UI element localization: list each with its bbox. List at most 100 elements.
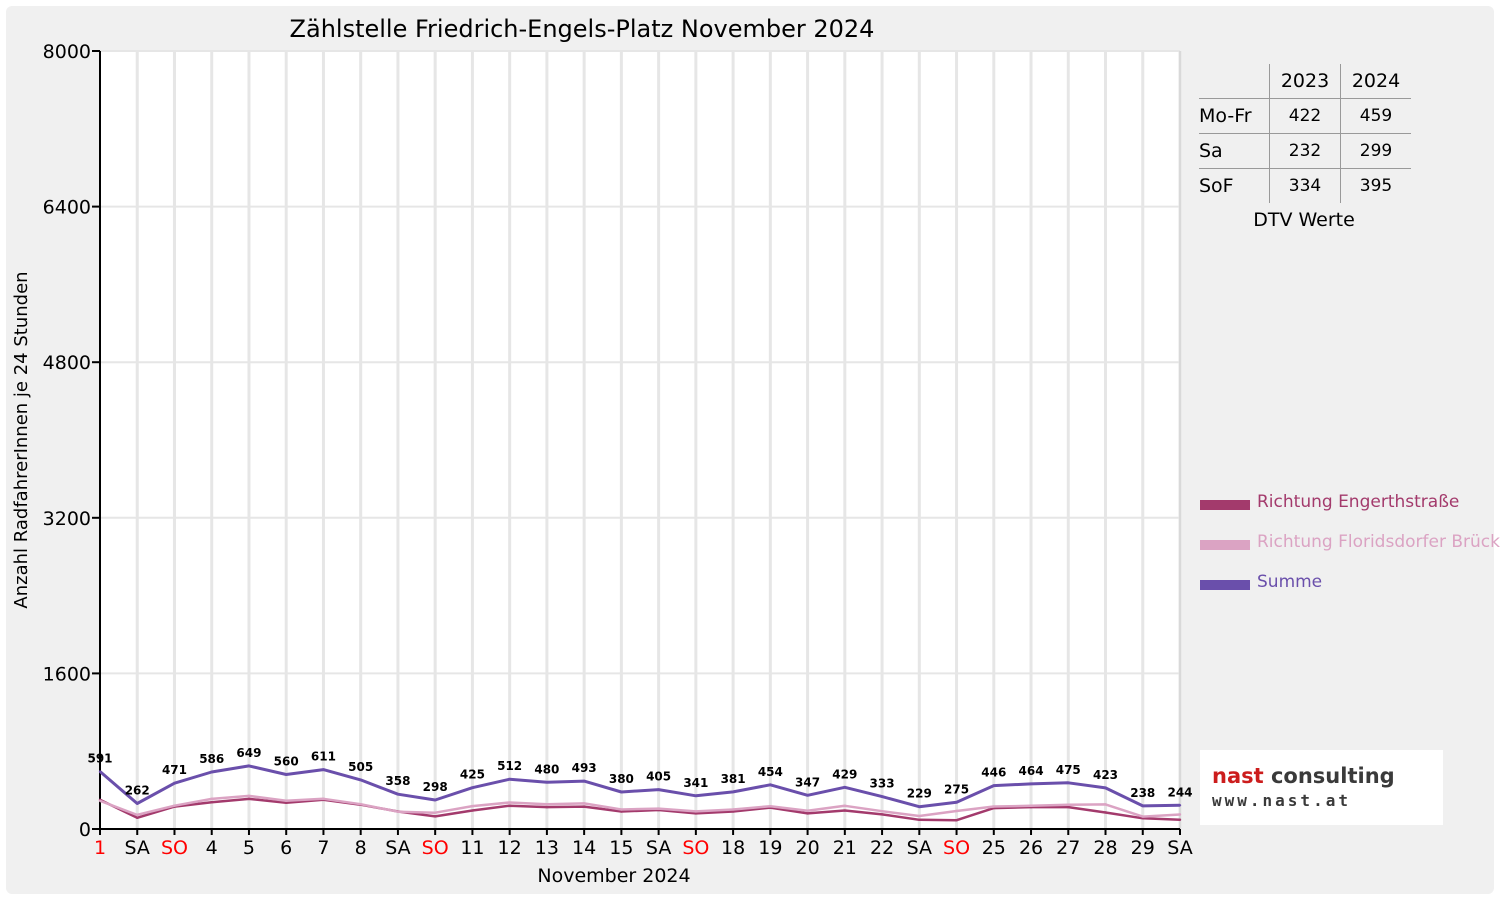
nast-consulting-logo: nast consulting www.nast.at <box>1200 750 1443 825</box>
data-label: 475 <box>1056 763 1081 777</box>
data-point <box>136 813 139 817</box>
data-label: 480 <box>534 762 559 776</box>
dtv-row-label: SoF <box>1199 168 1270 203</box>
x-tick-label: 20 <box>795 837 819 859</box>
data-point <box>433 798 437 802</box>
data-point <box>1067 781 1070 785</box>
x-tick-label: SA <box>385 837 410 859</box>
x-tick-label: 14 <box>572 837 596 859</box>
logo-name-rest: consulting <box>1270 764 1395 788</box>
x-tick-label: 21 <box>833 837 857 859</box>
data-point <box>955 809 958 813</box>
x-tick-label: 11 <box>460 837 484 859</box>
data-label: 381 <box>721 772 746 786</box>
data-point <box>880 795 884 798</box>
dtv-row-label: Mo-Fr <box>1199 98 1270 134</box>
x-tick-label: 26 <box>1019 837 1043 859</box>
data-point <box>1104 811 1107 814</box>
data-point <box>1104 803 1107 806</box>
data-point <box>322 768 325 771</box>
data-point <box>694 812 698 815</box>
data-point <box>620 810 623 813</box>
y-tick-labels: 8000 6400 4800 3200 1600 0 <box>43 41 100 841</box>
data-label: 333 <box>870 777 895 791</box>
logo-name: nast consulting <box>1212 764 1395 788</box>
data-label: 471 <box>162 763 187 777</box>
data-label: 298 <box>423 780 448 794</box>
data-point <box>1141 815 1144 818</box>
data-point <box>694 810 698 813</box>
data-point <box>620 790 623 794</box>
data-point <box>508 778 511 781</box>
data-point <box>285 801 288 804</box>
x-tick-label: SO <box>682 837 709 859</box>
data-label: 425 <box>460 768 485 782</box>
data-point <box>1178 804 1182 807</box>
data-label: 560 <box>274 755 299 769</box>
data-point <box>731 810 735 813</box>
data-point <box>880 813 884 816</box>
data-point <box>694 794 698 798</box>
data-label: 358 <box>385 774 410 788</box>
x-tick-labels: 1 SA SO 4 5 6 7 8 SA SO 11 12 13 14 15 SA SO 18 19 20 21 22 SA… <box>94 829 1193 859</box>
data-point <box>1178 818 1182 821</box>
series-line-floridsdorfer-bruecke <box>99 794 1181 818</box>
x-tick-label: 27 <box>1056 837 1080 859</box>
dtv-table: 2023 2024 Mo-Fr 422 459 Sa 232 299 SoF 3… <box>1199 64 1411 203</box>
dtv-caption: DTV Werte <box>1253 209 1355 231</box>
data-label: 229 <box>907 787 932 801</box>
data-label: 611 <box>311 750 336 764</box>
chart-title: Zählstelle Friedrich-Engels-Platz Novemb… <box>290 15 875 43</box>
data-label: 454 <box>758 765 783 779</box>
data-point <box>1029 782 1033 786</box>
data-point <box>992 805 995 808</box>
dtv-cell: 395 <box>1340 168 1411 203</box>
legend-label: Richtung Floridsdorfer Brücke <box>1257 532 1500 552</box>
data-point <box>471 809 474 812</box>
data-label: 347 <box>795 775 820 789</box>
dtv-row-mo-fr: Mo-Fr 422 459 <box>1199 98 1411 134</box>
data-point <box>98 770 102 773</box>
data-point <box>806 809 809 813</box>
data-label: 405 <box>646 770 671 784</box>
data-point <box>247 764 251 768</box>
legend-swatch <box>1200 500 1250 510</box>
y-tick-label: 8000 <box>43 41 91 63</box>
logo-url: www.nast.at <box>1212 791 1351 810</box>
data-point <box>508 804 511 807</box>
data-label: 423 <box>1093 768 1118 782</box>
y-tick-label: 0 <box>79 819 91 841</box>
dtv-row-sof: SoF 334 395 <box>1199 168 1411 203</box>
dtv-col-2023: 2023 <box>1269 64 1341 99</box>
x-tick-label: 25 <box>982 837 1006 859</box>
data-label: 493 <box>572 761 597 775</box>
data-point <box>98 799 102 802</box>
data-label: 512 <box>497 759 522 773</box>
data-point <box>545 803 549 806</box>
data-point <box>210 770 213 774</box>
y-tick-label: 1600 <box>43 663 91 685</box>
x-tick-label: SA <box>907 837 932 859</box>
legend-label: Richtung Engerthstraße <box>1257 492 1460 512</box>
x-tick-label: 29 <box>1131 837 1155 859</box>
data-labels: 591 262 471 586 649 560 611 505 358 298 425 512 480 4… <box>87 746 1192 801</box>
legend-swatch <box>1200 580 1250 590</box>
data-point <box>582 779 586 783</box>
x-tick-label: 12 <box>498 837 522 859</box>
y-tick-label: 4800 <box>43 352 91 374</box>
data-point <box>1067 805 1070 809</box>
data-point <box>843 809 847 812</box>
data-point <box>992 784 995 787</box>
data-point <box>136 802 139 805</box>
dtv-cell: 334 <box>1269 168 1341 203</box>
data-point <box>620 808 623 811</box>
data-point <box>806 794 809 797</box>
axes <box>99 51 1180 830</box>
data-label: 591 <box>87 752 112 766</box>
x-tick-label: 28 <box>1093 837 1117 859</box>
data-point <box>173 804 176 807</box>
data-point <box>545 781 549 784</box>
dtv-corner-cell <box>1199 64 1270 99</box>
data-point <box>247 797 251 801</box>
